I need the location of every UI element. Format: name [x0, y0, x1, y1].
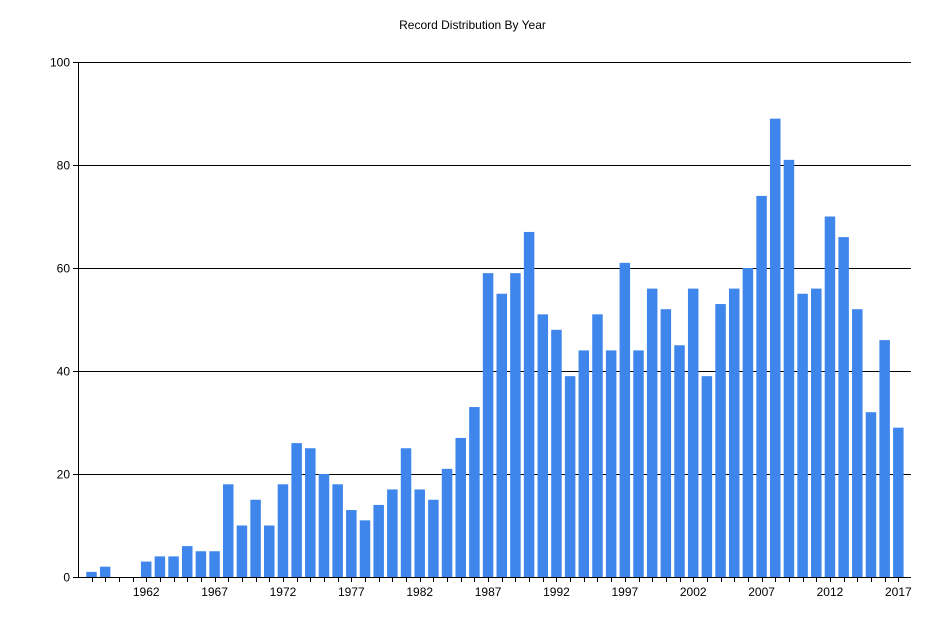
y-tick-label: 0 — [63, 571, 70, 585]
bar-1997 — [619, 262, 631, 577]
x-tick-label: 1992 — [543, 585, 570, 599]
bar-1976 — [332, 484, 343, 577]
bar-1966 — [195, 551, 207, 577]
bar-1991 — [537, 314, 549, 577]
bar-2004 — [715, 304, 726, 577]
bar-1994 — [578, 350, 590, 577]
bar-1974 — [305, 448, 316, 577]
bar-2009 — [783, 159, 795, 577]
x-tick-label: 1977 — [338, 585, 365, 599]
x-tick-label: 2017 — [885, 585, 912, 599]
y-tick-label: 20 — [57, 468, 71, 482]
tick-labels: 0 20 40 60 80 100 1962 1967 1972 1977 1982 1987 1992… — [50, 56, 912, 600]
bar-1972 — [277, 484, 289, 577]
bar-1995 — [592, 314, 603, 577]
bar-2014 — [852, 309, 863, 577]
x-tick-label: 1982 — [406, 585, 433, 599]
bar-1999 — [646, 288, 658, 577]
bar-1968 — [223, 484, 234, 577]
bar-1978 — [359, 520, 371, 577]
bar-1980 — [387, 489, 398, 577]
bar-2013 — [838, 237, 849, 577]
bar-1967 — [209, 551, 220, 577]
bar-2012 — [824, 216, 836, 577]
bar-2016 — [879, 340, 890, 577]
x-tick-label: 2007 — [748, 585, 775, 599]
bar-1982 — [414, 489, 425, 577]
bar-2015 — [865, 412, 877, 577]
bar-2002 — [687, 288, 699, 577]
bar-2003 — [701, 376, 713, 577]
bar-2005 — [728, 288, 740, 577]
bar-1971 — [264, 525, 275, 577]
bars — [86, 118, 904, 578]
y-tick-label: 80 — [57, 159, 71, 173]
x-tick-label: 1962 — [133, 585, 160, 599]
bar-1969 — [236, 525, 248, 577]
bar-1984 — [441, 468, 453, 577]
bar-1996 — [605, 350, 617, 577]
x-tick-label: 1987 — [475, 585, 502, 599]
bar-1964 — [168, 556, 179, 577]
bar-1998 — [633, 350, 644, 577]
bar-1992 — [551, 329, 562, 577]
bar-1977 — [346, 510, 357, 577]
bar-1985 — [455, 437, 466, 577]
x-tick-label: 1972 — [270, 585, 297, 599]
bar-1979 — [373, 504, 384, 577]
bar-2000 — [660, 309, 672, 577]
bar-1963 — [154, 556, 166, 577]
bar-1962 — [140, 561, 152, 577]
bar-2008 — [770, 118, 781, 578]
bar-1970 — [250, 499, 261, 577]
y-tick-label: 100 — [50, 56, 70, 70]
x-tick-label: 1967 — [201, 585, 228, 599]
y-tick-label: 40 — [57, 365, 71, 379]
bar-1965 — [181, 546, 193, 577]
bar-2007 — [756, 195, 767, 577]
x-tick-label: 2002 — [680, 585, 707, 599]
bar-1993 — [564, 376, 576, 577]
bar-1973 — [291, 443, 302, 577]
bar-1958 — [86, 571, 97, 577]
bar-1990 — [523, 231, 535, 577]
bar-1988 — [496, 293, 507, 577]
bar-2006 — [742, 268, 754, 577]
x-tick-label: 1997 — [611, 585, 638, 599]
bar-2011 — [811, 288, 822, 577]
bar-1975 — [318, 474, 330, 577]
x-tick-label: 2012 — [817, 585, 844, 599]
bar-2001 — [674, 345, 685, 577]
y-tick-label: 60 — [57, 262, 71, 276]
axes — [73, 62, 911, 582]
bar-1987 — [482, 273, 494, 577]
chart-title: Record Distribution By Year — [399, 18, 546, 32]
bar-2010 — [797, 293, 808, 577]
bar-1986 — [469, 407, 480, 577]
bar-1981 — [400, 448, 412, 577]
bar-1983 — [428, 499, 439, 577]
bar-2017 — [893, 427, 904, 577]
bar-1989 — [510, 273, 521, 577]
bar-1959 — [99, 566, 111, 577]
